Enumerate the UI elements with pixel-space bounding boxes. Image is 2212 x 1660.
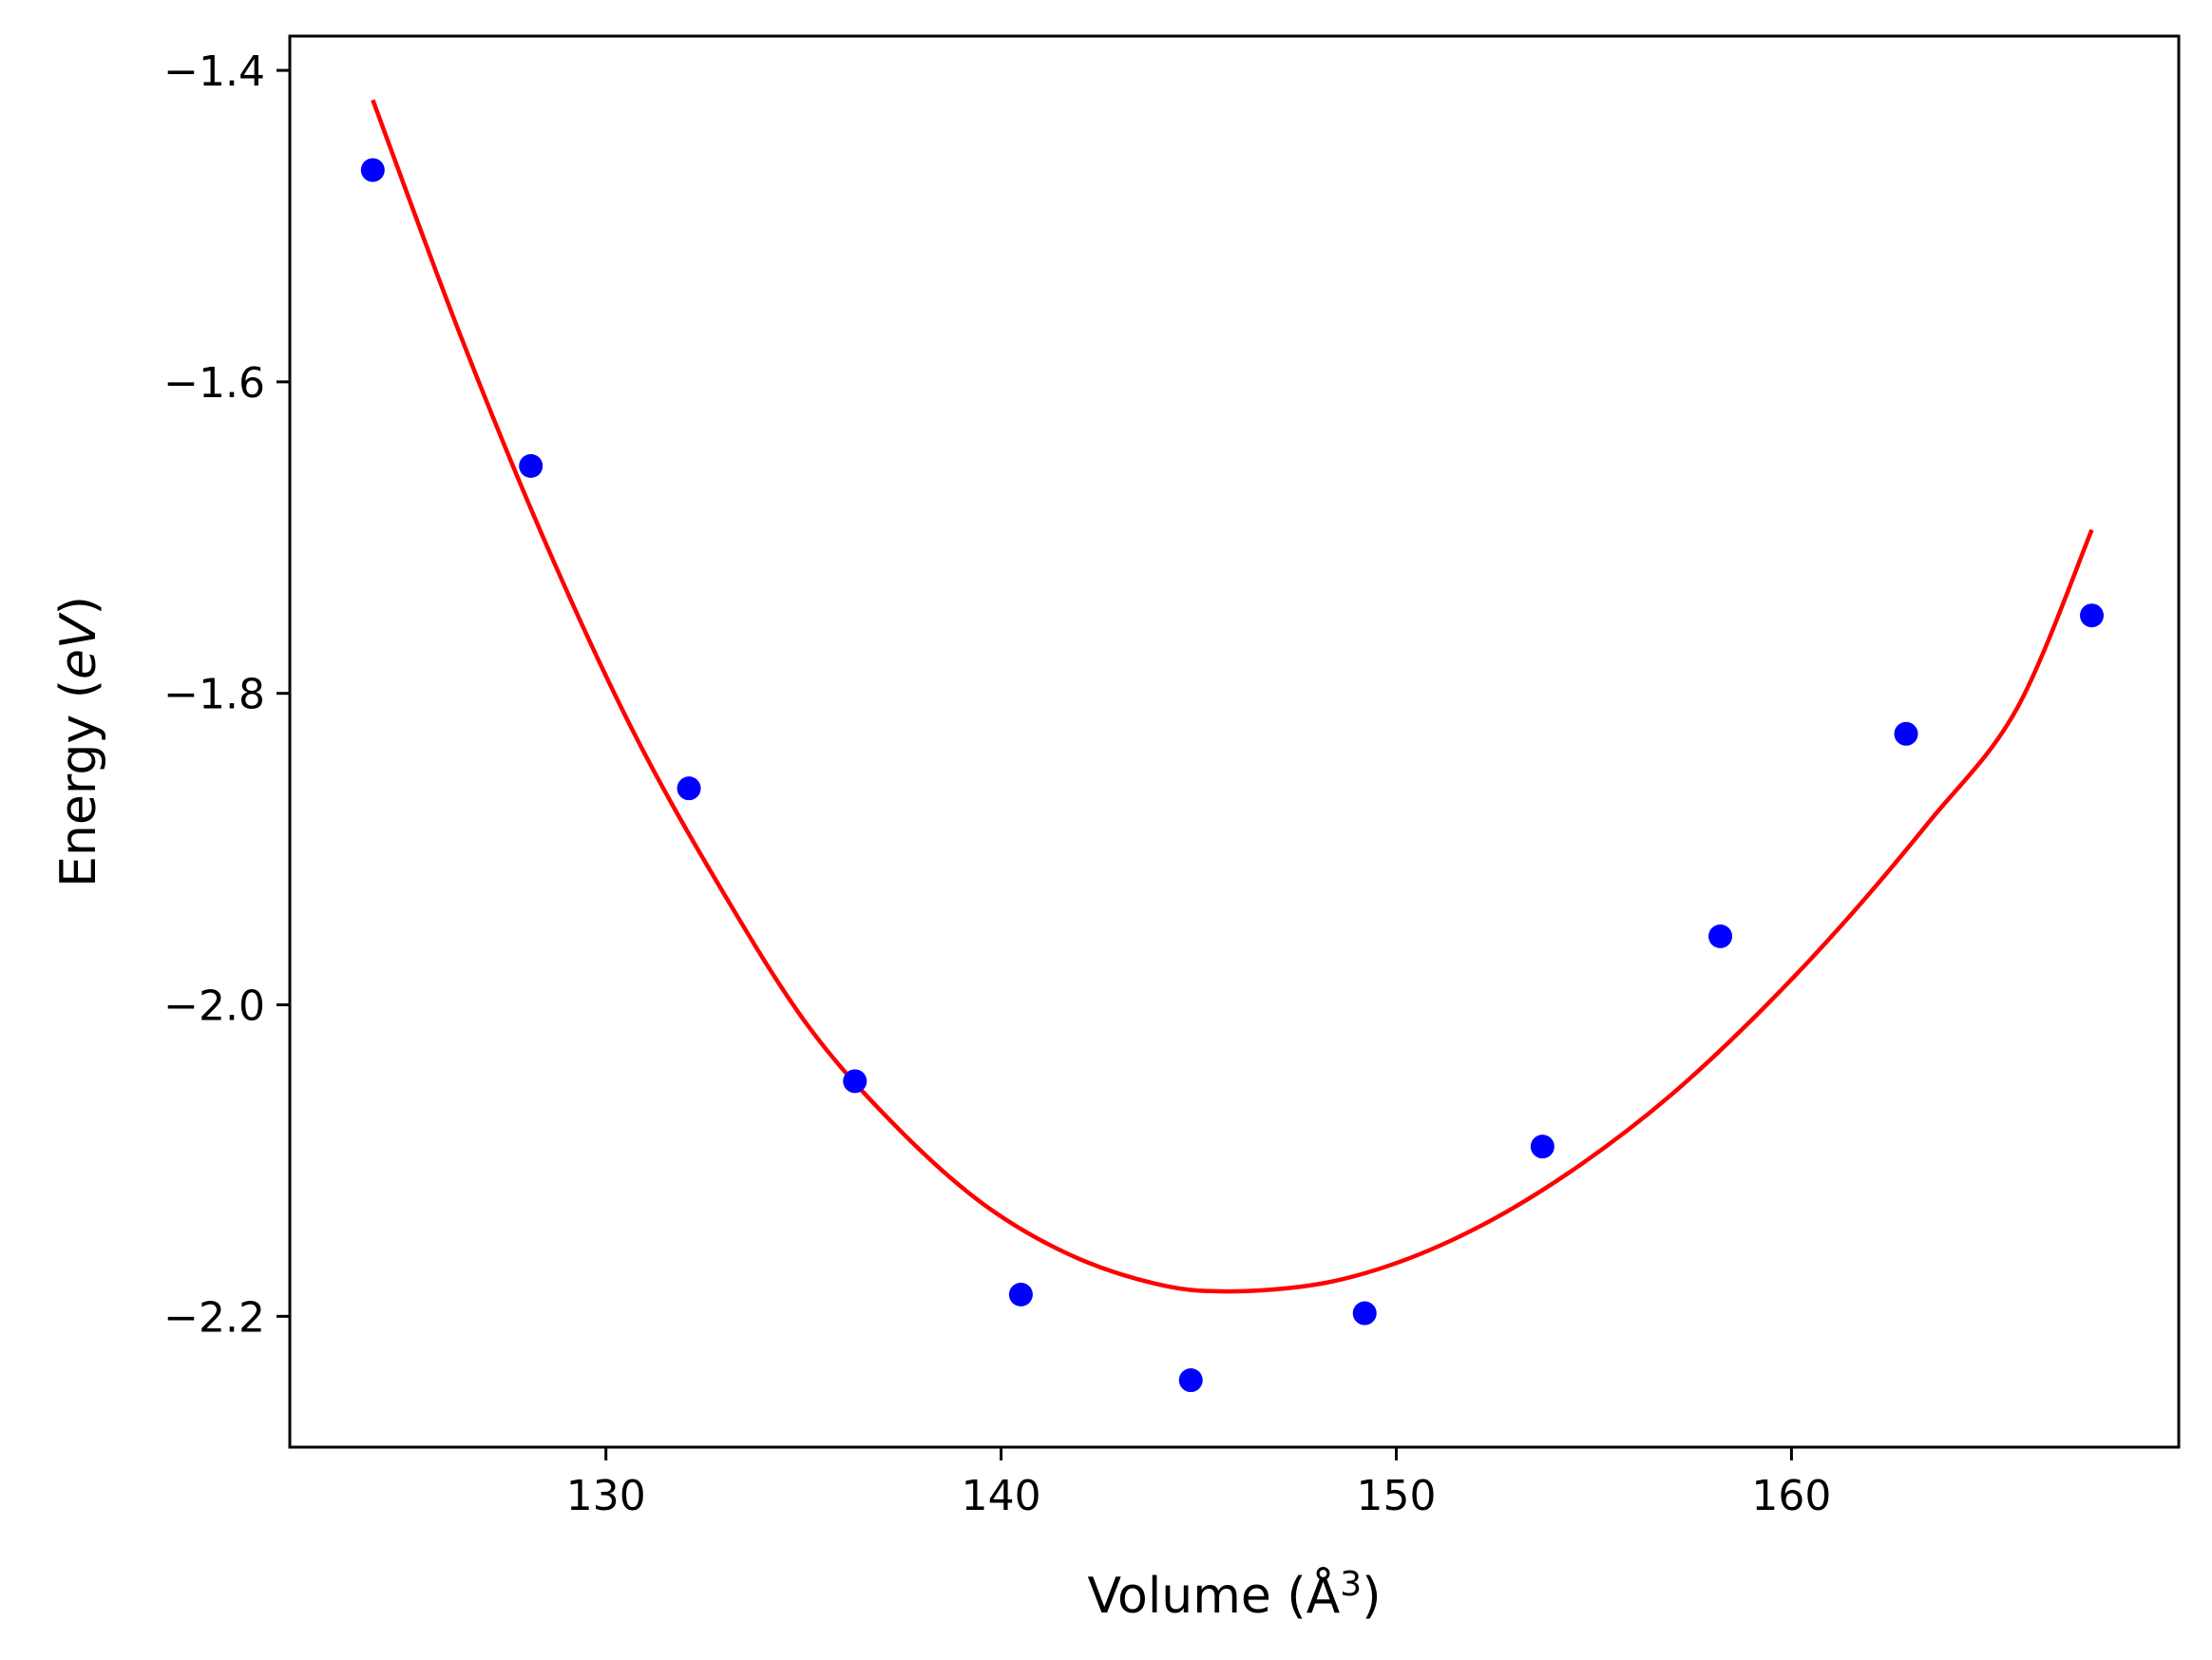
data-point <box>1352 1301 1377 1326</box>
y-tick-label: −1.8 <box>163 671 265 719</box>
data-point <box>1894 721 1918 746</box>
data-point <box>843 1069 868 1094</box>
y-tick-label: −1.6 <box>163 359 265 408</box>
data-point <box>1530 1135 1554 1159</box>
y-tick-label: −1.4 <box>163 48 265 96</box>
data-point <box>360 158 385 182</box>
data-point <box>1178 1368 1203 1393</box>
y-tick-label: −2.2 <box>163 1293 265 1342</box>
data-point <box>1008 1282 1033 1307</box>
x-axis-label: Volume (Å3) <box>1088 1565 1382 1625</box>
data-point <box>1708 924 1733 948</box>
fit-curve <box>371 99 2094 1294</box>
x-tick-label: 160 <box>1751 1472 1831 1520</box>
data-point <box>519 453 543 478</box>
y-axis-label: Energy (eV) <box>50 596 107 887</box>
plot-area <box>360 99 2105 1393</box>
axes-frame <box>288 34 2181 1449</box>
data-point <box>677 776 701 801</box>
x-tick-label: 130 <box>566 1472 646 1520</box>
x-tick-label: 140 <box>962 1472 1041 1520</box>
data-point <box>2080 603 2105 628</box>
axis-ticks: 130 140 150 160 −2.2 −2.0 −1.8 −1.6 −1.4 <box>163 48 1831 1520</box>
x-tick-label: 150 <box>1357 1472 1437 1520</box>
y-tick-label: −2.0 <box>163 983 265 1031</box>
